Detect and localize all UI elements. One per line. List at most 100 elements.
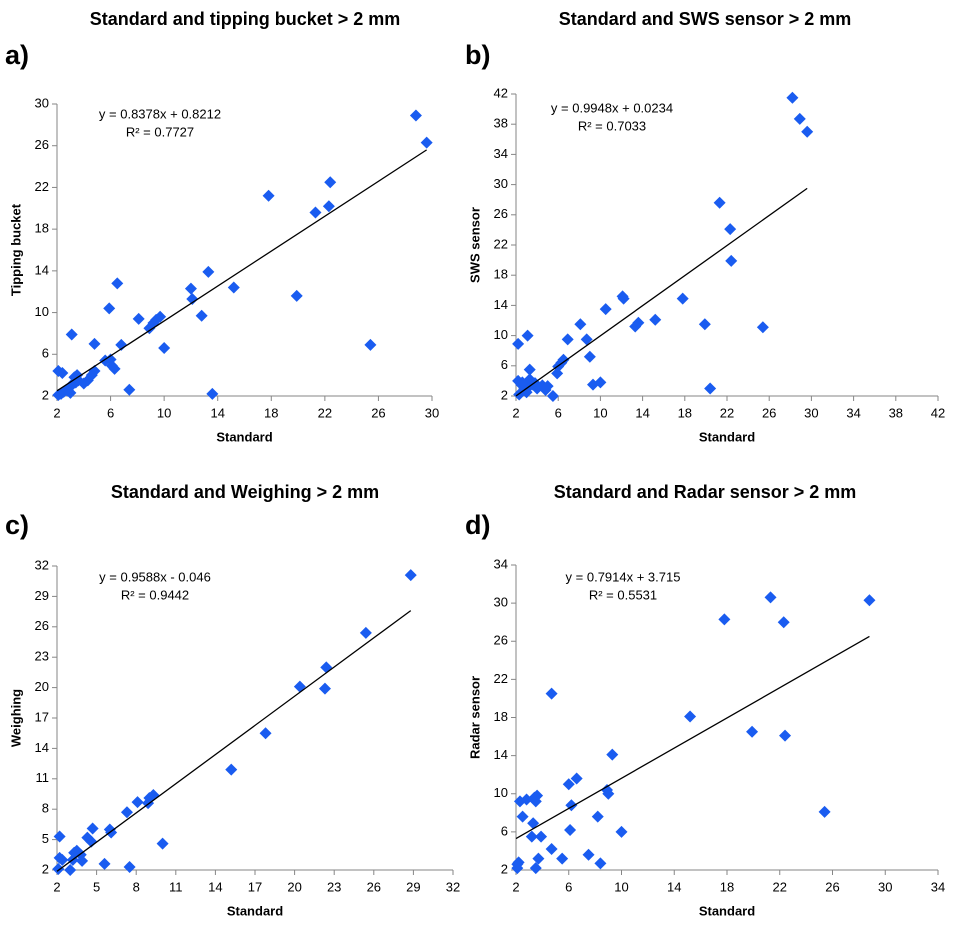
y-tick-label: 2 bbox=[42, 387, 49, 402]
trendline bbox=[56, 149, 427, 392]
data-point bbox=[527, 817, 540, 830]
y-tick-label: 14 bbox=[494, 297, 508, 312]
data-point bbox=[324, 176, 337, 189]
data-point bbox=[532, 852, 545, 865]
data-point bbox=[779, 729, 792, 742]
data-point bbox=[309, 206, 322, 219]
trendline bbox=[515, 187, 808, 397]
data-point bbox=[725, 254, 738, 267]
data-point bbox=[56, 367, 69, 380]
data-point bbox=[290, 289, 303, 302]
data-point bbox=[801, 125, 814, 138]
y-tick-label: 8 bbox=[42, 801, 49, 816]
y-tick-label: 26 bbox=[494, 633, 508, 648]
data-point bbox=[318, 682, 331, 695]
x-tick-label: 26 bbox=[762, 405, 776, 420]
y-tick-label: 30 bbox=[494, 595, 508, 610]
x-tick-label: 20 bbox=[287, 879, 301, 894]
data-point bbox=[583, 350, 596, 363]
y-tick-label: 30 bbox=[494, 176, 508, 191]
chart-title: Standard and Radar sensor > 2 mm bbox=[554, 482, 857, 502]
y-tick-label: 14 bbox=[35, 740, 49, 755]
y-tick-label: 2 bbox=[42, 861, 49, 876]
x-tick-label: 22 bbox=[773, 879, 787, 894]
x-tick-label: 10 bbox=[157, 405, 171, 420]
data-point bbox=[131, 796, 144, 809]
x-tick-label: 26 bbox=[825, 879, 839, 894]
y-tick-label: 23 bbox=[35, 649, 49, 664]
y-tick-label: 11 bbox=[36, 770, 50, 785]
y-tick-label: 2 bbox=[501, 387, 508, 402]
y-tick-label: 38 bbox=[494, 116, 508, 131]
y-tick-label: 34 bbox=[494, 146, 508, 161]
x-tick-label: 10 bbox=[614, 879, 628, 894]
x-tick-label: 42 bbox=[931, 405, 945, 420]
x-tick-label: 34 bbox=[931, 879, 945, 894]
y-axis-label: Radar sensor bbox=[467, 676, 482, 759]
data-point bbox=[227, 281, 240, 294]
data-point bbox=[582, 848, 595, 861]
y-tick-label: 30 bbox=[35, 95, 49, 110]
y-tick-label: 26 bbox=[35, 137, 49, 152]
data-point bbox=[632, 316, 645, 329]
data-point bbox=[724, 223, 737, 236]
y-tick-label: 6 bbox=[501, 357, 508, 372]
data-point bbox=[617, 292, 630, 305]
y-tick-label: 2 bbox=[501, 861, 508, 876]
data-point bbox=[561, 333, 574, 346]
data-point bbox=[53, 830, 66, 843]
x-tick-label: 10 bbox=[593, 405, 607, 420]
data-point bbox=[786, 91, 799, 104]
panel-label: c) bbox=[5, 510, 29, 540]
data-point bbox=[557, 353, 570, 366]
x-tick-label: 18 bbox=[720, 879, 734, 894]
data-point bbox=[409, 109, 422, 122]
data-point bbox=[71, 369, 84, 382]
chart-title: Standard and tipping bucket > 2 mm bbox=[90, 9, 401, 29]
data-point bbox=[793, 112, 806, 125]
data-point bbox=[123, 860, 136, 873]
data-point bbox=[570, 772, 583, 785]
y-tick-label: 42 bbox=[494, 85, 508, 100]
y-tick-label: 29 bbox=[35, 588, 49, 603]
x-tick-label: 6 bbox=[565, 879, 572, 894]
y-tick-label: 18 bbox=[494, 709, 508, 724]
y-tick-label: 10 bbox=[494, 785, 508, 800]
x-tick-label: 26 bbox=[367, 879, 381, 894]
y-tick-label: 26 bbox=[494, 206, 508, 221]
y-tick-label: 20 bbox=[35, 679, 49, 694]
trendline bbox=[515, 635, 870, 840]
x-tick-label: 30 bbox=[425, 405, 439, 420]
data-point bbox=[225, 763, 238, 776]
x-axis-label: Standard bbox=[216, 429, 272, 444]
data-point bbox=[65, 328, 78, 341]
data-point bbox=[293, 680, 306, 693]
data-point bbox=[322, 200, 335, 213]
data-point bbox=[564, 823, 577, 836]
data-point bbox=[574, 318, 587, 331]
y-tick-label: 32 bbox=[35, 557, 49, 572]
data-point bbox=[545, 687, 558, 700]
data-point bbox=[531, 789, 544, 802]
x-axis-label: Standard bbox=[227, 903, 283, 918]
equation: y = 0.9948x + 0.0234 bbox=[551, 100, 673, 115]
data-point bbox=[108, 362, 121, 375]
x-tick-label: 14 bbox=[208, 879, 222, 894]
x-tick-label: 32 bbox=[446, 879, 460, 894]
x-tick-label: 5 bbox=[93, 879, 100, 894]
x-tick-label: 8 bbox=[133, 879, 140, 894]
equation: y = 0.7914x + 3.715 bbox=[566, 569, 681, 584]
x-tick-label: 2 bbox=[53, 879, 60, 894]
data-point bbox=[64, 864, 77, 876]
x-tick-label: 22 bbox=[318, 405, 332, 420]
data-point bbox=[320, 661, 333, 674]
data-point bbox=[704, 382, 717, 395]
data-point bbox=[123, 383, 136, 396]
data-point bbox=[103, 302, 116, 315]
data-point bbox=[591, 810, 604, 823]
data-point bbox=[602, 787, 615, 800]
data-point bbox=[556, 852, 569, 865]
data-point bbox=[535, 830, 548, 843]
y-tick-label: 10 bbox=[494, 327, 508, 342]
